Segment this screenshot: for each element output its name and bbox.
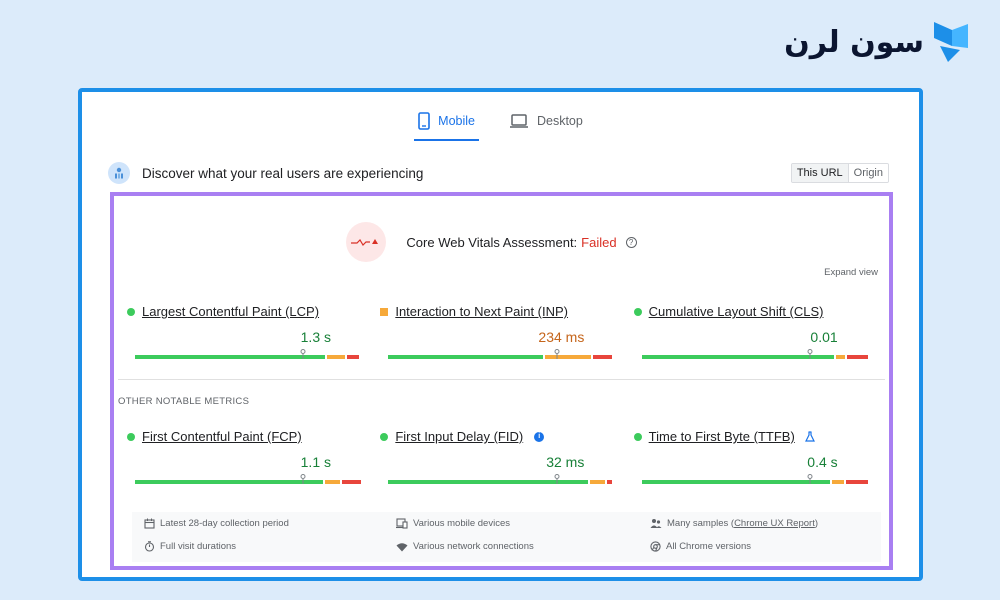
tab-mobile[interactable]: Mobile — [414, 108, 479, 141]
scope-this-url-button[interactable]: This URL — [791, 164, 849, 182]
metric-lcp: Largest Contentful Paint (LCP) 1.3 s — [127, 304, 380, 359]
failed-assessment-icon — [346, 222, 387, 262]
assessment-label: Core Web Vitals Assessment: — [406, 234, 578, 250]
metric-ttfb-distribution — [641, 474, 868, 484]
percentile-marker-icon — [300, 349, 306, 359]
scope-toggle: This URL Origin — [790, 163, 889, 183]
metric-inp-link[interactable]: Interaction to Next Paint (INP) — [395, 304, 569, 319]
brand-logo: سون لرن — [784, 20, 970, 64]
collection-info-footer: Latest 28-day collection period Various … — [132, 512, 881, 562]
devices-icon — [396, 518, 408, 529]
connections-text: Various network connections — [413, 541, 534, 552]
percentile-marker-icon — [300, 474, 306, 484]
metric-fcp: First Contentful Paint (FCP) 1.1 s — [127, 429, 380, 484]
metric-inp-distribution — [388, 349, 614, 359]
metric-lcp-link[interactable]: Largest Contentful Paint (LCP) — [142, 304, 320, 319]
samples-text: Many samples (Chrome UX Report) — [667, 518, 818, 529]
help-icon[interactable]: ? — [625, 236, 637, 248]
metric-cls-value: 0.01 — [810, 329, 838, 345]
wifi-icon — [396, 542, 408, 551]
metric-cls-distribution — [641, 349, 868, 359]
percentile-marker-icon — [807, 349, 813, 359]
field-data-panel: Core Web Vitals Assessment: Failed ? Exp… — [110, 192, 893, 570]
durations-item: Full visit durations — [144, 541, 236, 552]
cwv-assessment: Core Web Vitals Assessment: Failed ? — [114, 222, 889, 262]
collection-period-item: Latest 28-day collection period — [144, 518, 289, 529]
metric-fcp-distribution — [135, 474, 361, 484]
percentile-marker-icon — [554, 349, 560, 359]
devices-item: Various mobile devices — [396, 518, 510, 529]
good-rating-dot-icon — [633, 432, 642, 441]
needs-improvement-square-icon — [380, 307, 389, 316]
stopwatch-icon — [144, 541, 155, 552]
tab-desktop[interactable]: Desktop — [505, 108, 587, 139]
good-rating-dot-icon — [380, 432, 389, 441]
metric-lcp-value: 1.3 s — [300, 329, 331, 345]
info-icon[interactable]: i — [534, 431, 545, 442]
metric-inp-value: 234 ms — [538, 329, 585, 345]
devices-text: Various mobile devices — [413, 518, 510, 529]
core-metrics-row: Largest Contentful Paint (LCP) 1.3 s Int… — [127, 304, 887, 359]
versions-text: All Chrome versions — [666, 541, 751, 552]
calendar-icon — [144, 518, 155, 529]
good-rating-dot-icon — [127, 432, 135, 441]
users-data-icon — [108, 162, 130, 184]
assessment-status: Failed — [581, 234, 617, 250]
people-icon — [650, 519, 662, 528]
versions-item: All Chrome versions — [650, 541, 751, 552]
chrome-ux-report-link[interactable]: Chrome UX Report — [734, 518, 815, 529]
device-tabs: Mobile Desktop — [82, 108, 919, 141]
metric-fcp-value: 1.1 s — [300, 454, 331, 470]
samples-suffix: ) — [814, 518, 819, 529]
metric-inp: Interaction to Next Paint (INP) 234 ms — [380, 304, 633, 359]
percentile-marker-icon — [554, 474, 560, 484]
metric-ttfb-link[interactable]: Time to First Byte (TTFB) — [648, 429, 795, 444]
brand-mark-icon — [934, 22, 968, 62]
samples-item: Many samples (Chrome UX Report) — [650, 518, 818, 529]
scope-origin-button[interactable]: Origin — [848, 164, 888, 182]
assessment-title: Core Web Vitals Assessment: Failed ? — [406, 234, 637, 250]
brand-name: سون لرن — [784, 24, 925, 60]
metric-ttfb: Time to First Byte (TTFB) 0.4 s — [633, 429, 887, 484]
metric-cls: Cumulative Layout Shift (CLS) 0.01 — [633, 304, 887, 359]
metric-ttfb-value: 0.4 s — [807, 454, 838, 470]
other-metrics-heading: OTHER NOTABLE METRICS — [118, 396, 250, 407]
chrome-icon — [650, 541, 661, 552]
metric-fid: First Input Delay (FID) i 32 ms — [380, 429, 633, 484]
metric-fid-distribution — [388, 474, 614, 484]
samples-prefix: Many samples ( — [667, 518, 735, 529]
collection-period-text: Latest 28-day collection period — [160, 518, 289, 529]
discover-header: Discover what your real users are experi… — [108, 160, 889, 186]
expand-view-link[interactable]: Expand view — [824, 267, 878, 278]
experimental-flask-icon[interactable] — [804, 431, 815, 442]
good-rating-dot-icon — [633, 307, 642, 316]
pagespeed-report-frame: Mobile Desktop Discover what your real u… — [78, 88, 923, 581]
discover-title: Discover what your real users are experi… — [142, 165, 424, 181]
metric-lcp-distribution — [135, 349, 361, 359]
durations-text: Full visit durations — [160, 541, 237, 552]
tab-mobile-label: Mobile — [438, 114, 475, 128]
tab-desktop-label: Desktop — [536, 114, 583, 128]
metric-fid-link[interactable]: First Input Delay (FID) — [395, 429, 524, 444]
good-rating-dot-icon — [127, 307, 135, 316]
laptop-icon — [509, 114, 528, 128]
connections-item: Various network connections — [396, 541, 534, 552]
metric-cls-link[interactable]: Cumulative Layout Shift (CLS) — [648, 304, 824, 319]
metric-fid-value: 32 ms — [546, 454, 585, 470]
percentile-marker-icon — [807, 474, 813, 484]
section-divider — [118, 379, 885, 380]
metric-fcp-link[interactable]: First Contentful Paint (FCP) — [142, 429, 302, 444]
mobile-phone-icon — [418, 112, 430, 130]
other-metrics-row: First Contentful Paint (FCP) 1.1 s First… — [127, 429, 887, 484]
